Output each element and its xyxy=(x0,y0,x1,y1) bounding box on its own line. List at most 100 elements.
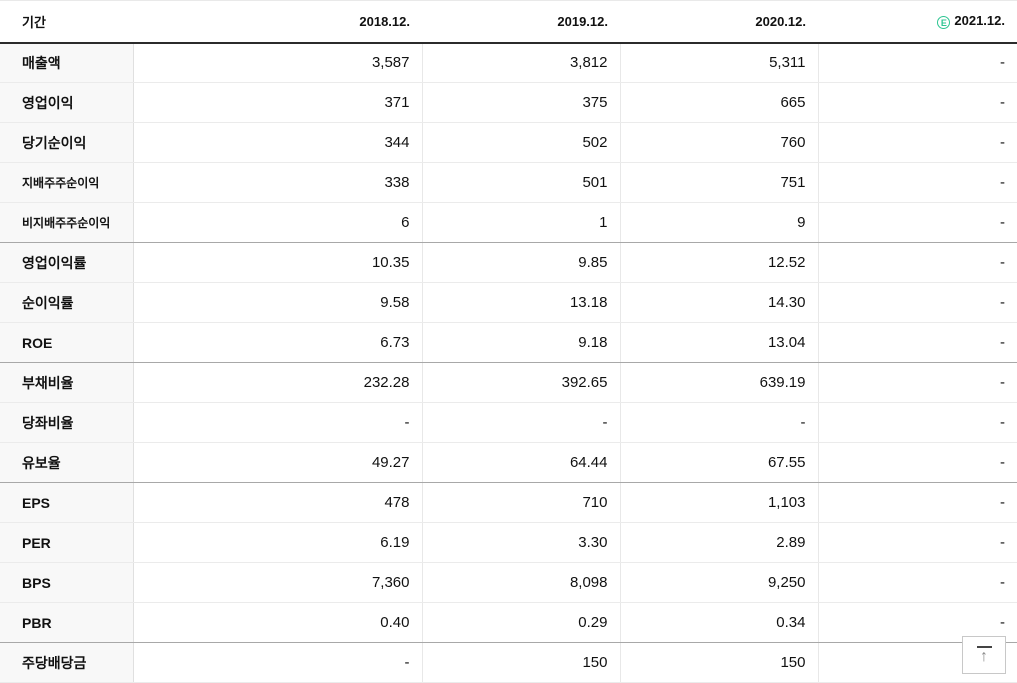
value-cell: 371 xyxy=(133,82,422,123)
row-label: 당좌비율 xyxy=(0,402,134,443)
row-label: 순이익률 xyxy=(0,282,134,323)
row-label: EPS xyxy=(0,482,134,523)
value-cell: 9,250 xyxy=(619,562,818,603)
arrow-up-icon: ↑ xyxy=(980,647,988,665)
row-label: 당기순이익 xyxy=(0,122,134,163)
value-cell: 751 xyxy=(619,162,818,203)
arrow-up-bar-icon xyxy=(976,645,992,648)
row-label: 비지배주주순이익 xyxy=(0,202,134,243)
value-cell: 0.29 xyxy=(421,602,620,643)
value-cell: 49.27 xyxy=(133,442,422,483)
value-cell: 0.34 xyxy=(619,602,818,643)
value-cell: 3.30 xyxy=(421,522,620,563)
value-cell: 12.52 xyxy=(619,242,818,283)
scroll-to-top-button[interactable]: ↑ xyxy=(962,636,1006,674)
col-header-2019-12: 2019.12. xyxy=(422,0,620,44)
value-cell: - xyxy=(817,82,1017,123)
value-cell: 392.65 xyxy=(421,362,620,403)
value-cell: 150 xyxy=(619,642,818,683)
table-row: 영업이익 371 375 665- xyxy=(0,82,1017,123)
value-cell: - xyxy=(133,402,422,443)
col-header-label: 2018.12. xyxy=(359,13,410,29)
value-cell: - xyxy=(817,442,1017,483)
value-cell: 13.04 xyxy=(619,322,818,363)
value-cell: 6.73 xyxy=(133,322,422,363)
value-cell: 10.35 xyxy=(133,242,422,283)
value-cell: 344 xyxy=(133,122,422,163)
col-header-label: 2020.12. xyxy=(755,13,806,29)
value-cell: 6 xyxy=(133,202,422,243)
row-label: BPS xyxy=(0,562,134,603)
value-cell: 5,311 xyxy=(619,42,818,83)
value-cell: 760 xyxy=(619,122,818,163)
value-cell: 338 xyxy=(133,162,422,203)
value-cell: 150 xyxy=(421,642,620,683)
table-row: 당좌비율 - - - - xyxy=(0,402,1017,443)
value-cell: - xyxy=(133,642,422,683)
table-row: 당기순이익 344 502 760- xyxy=(0,122,1017,163)
row-label: 영업이익률 xyxy=(0,242,134,283)
value-cell: - xyxy=(817,122,1017,163)
table-row: 매출액 3,587 3,812 5,311- xyxy=(0,42,1017,83)
value-cell: 8,098 xyxy=(421,562,620,603)
value-cell: 0.40 xyxy=(133,602,422,643)
table-row: 부채비율 232.28 392.65 639.19- xyxy=(0,362,1017,403)
table-row: BPS 7,360 8,098 9,250- xyxy=(0,562,1017,603)
col-header-label: 2021.12. xyxy=(954,13,1005,29)
col-header-2018-12: 2018.12. xyxy=(133,0,422,44)
table-header-row: 기간 2018.12. 2019.12. 2020.12. E 2021.12. xyxy=(0,0,1017,44)
value-cell: - xyxy=(817,202,1017,243)
value-cell: - xyxy=(619,402,818,443)
value-cell: 3,587 xyxy=(133,42,422,83)
row-label: 매출액 xyxy=(0,42,134,83)
value-cell: - xyxy=(817,242,1017,283)
value-cell: - xyxy=(817,482,1017,523)
row-label: 유보율 xyxy=(0,442,134,483)
table-row: EPS 478 710 1,103- xyxy=(0,482,1017,523)
value-cell: 710 xyxy=(421,482,620,523)
estimate-icon: E xyxy=(937,16,951,30)
value-cell: 2.89 xyxy=(619,522,818,563)
value-cell: 665 xyxy=(619,82,818,123)
value-cell: 478 xyxy=(133,482,422,523)
row-label: 영업이익 xyxy=(0,82,134,123)
value-cell: 1,103 xyxy=(619,482,818,523)
value-cell: 13.18 xyxy=(421,282,620,323)
table-row: PBR 0.40 0.29 0.34- xyxy=(0,602,1017,643)
value-cell: 502 xyxy=(421,122,620,163)
value-cell: 9.58 xyxy=(133,282,422,323)
value-cell: - xyxy=(817,562,1017,603)
value-cell: - xyxy=(817,522,1017,563)
value-cell: 639.19 xyxy=(619,362,818,403)
value-cell: - xyxy=(421,402,620,443)
col-header-label: 2019.12. xyxy=(557,13,608,29)
row-label: PBR xyxy=(0,602,134,643)
value-cell: 501 xyxy=(421,162,620,203)
table-header: 기간 2018.12. 2019.12. 2020.12. E 2021.12. xyxy=(0,0,1017,44)
row-label: PER xyxy=(0,522,134,563)
row-label: 부채비율 xyxy=(0,362,134,403)
value-cell: 14.30 xyxy=(619,282,818,323)
value-cell: 232.28 xyxy=(133,362,422,403)
value-cell: 9 xyxy=(619,202,818,243)
table-row: 순이익률 9.58 13.18 14.30- xyxy=(0,282,1017,323)
value-cell: - xyxy=(817,322,1017,363)
value-cell: 9.85 xyxy=(421,242,620,283)
table-row: PER 6.19 3.30 2.89- xyxy=(0,522,1017,563)
col-header-2021-12-estimate: E 2021.12. xyxy=(818,0,1017,44)
value-cell: 3,812 xyxy=(421,42,620,83)
table-row: 유보율 49.27 64.44 67.55- xyxy=(0,442,1017,483)
value-cell: - xyxy=(817,282,1017,323)
value-cell: 9.18 xyxy=(421,322,620,363)
row-label: 지배주주순이익 xyxy=(0,162,134,203)
value-cell: - xyxy=(817,162,1017,203)
value-cell: - xyxy=(817,42,1017,83)
table-row: ROE 6.73 9.18 13.04- xyxy=(0,322,1017,363)
row-label: 주당배당금 xyxy=(0,642,134,683)
table-row: 지배주주순이익 338 501 751- xyxy=(0,162,1017,203)
col-header-2020-12: 2020.12. xyxy=(620,0,818,44)
value-cell: 64.44 xyxy=(421,442,620,483)
value-cell: - xyxy=(817,402,1017,443)
value-cell: 67.55 xyxy=(619,442,818,483)
